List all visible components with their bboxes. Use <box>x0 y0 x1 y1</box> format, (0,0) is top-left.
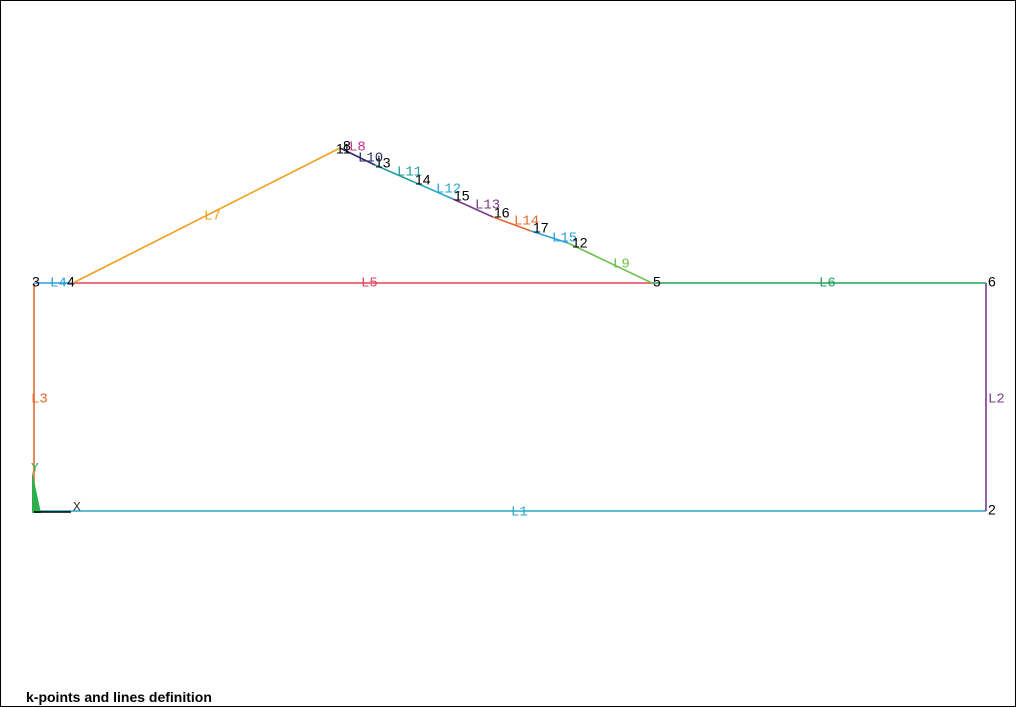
line-l9 <box>567 242 653 284</box>
line-l10 <box>339 147 376 166</box>
keypoint-label-8: 8 <box>343 138 351 154</box>
triad-x-label: X <box>73 499 81 514</box>
keypoint-label-13: 13 <box>375 155 391 171</box>
triad-origin-marker <box>32 471 41 513</box>
keypoint-label-3: 3 <box>32 274 40 290</box>
line-label-l13: L13 <box>475 198 500 214</box>
line-l7 <box>72 147 341 284</box>
keypoint-label-4: 4 <box>67 274 75 290</box>
line-l11 <box>374 164 415 183</box>
keypoint-label-11: 11 <box>336 141 351 157</box>
keypoint-label-12: 12 <box>572 235 588 251</box>
plot-caption: k-points and lines definition <box>26 689 212 705</box>
keypoint-label-15: 15 <box>454 188 470 204</box>
line-label-l11: L11 <box>397 165 422 181</box>
line-l13 <box>452 198 494 218</box>
keypoint-label-6: 6 <box>988 274 996 290</box>
lines-layer: L1 L2 L3 L4 L5 L6 L7 L8 L9 L10 L11 L12 L13 L14 L15 <box>31 140 1005 521</box>
keypoint-label-14: 14 <box>415 172 431 188</box>
keypoints-layer: 3 4 5 6 2 811 12 13 14 15 16 17 <box>32 138 996 518</box>
keypoint-label-17: 17 <box>533 220 549 236</box>
line-label-l4: L4 <box>50 276 67 292</box>
line-label-l3: L3 <box>31 392 48 408</box>
line-label-l2: L2 <box>988 392 1005 408</box>
line-label-l6: L6 <box>819 276 836 292</box>
keypoint-label-16: 16 <box>494 205 510 221</box>
line-label-l9: L9 <box>613 257 630 273</box>
coordinate-triad: XY <box>31 460 81 514</box>
line-l14 <box>492 216 532 232</box>
line-label-l5: L5 <box>361 276 378 292</box>
line-l12 <box>413 181 454 200</box>
line-label-l12: L12 <box>436 182 461 198</box>
line-label-l1: L1 <box>511 505 528 521</box>
keypoint-label-5: 5 <box>653 274 661 290</box>
line-label-l8: L8 <box>349 140 366 156</box>
line-l15 <box>530 230 569 244</box>
line-label-l14: L14 <box>514 214 539 230</box>
line-label-l15: L15 <box>552 231 577 247</box>
line-label-l10: L10 <box>358 151 383 167</box>
keypoint-label-2: 2 <box>988 502 996 518</box>
triad-y-label: Y <box>31 460 39 475</box>
line-label-l7: L7 <box>204 209 221 225</box>
